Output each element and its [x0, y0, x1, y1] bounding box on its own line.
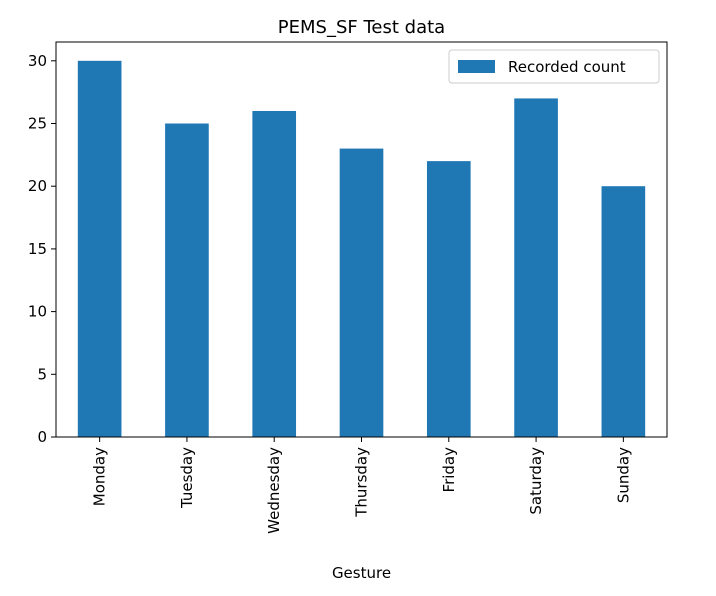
- x-tick-label: Saturday: [527, 447, 545, 515]
- x-axis-title: Gesture: [332, 564, 391, 582]
- x-tick-label: Tuesday: [178, 447, 196, 509]
- y-tick-label: 10: [28, 303, 47, 321]
- x-tick-label: Sunday: [614, 447, 632, 503]
- legend-label: Recorded count: [508, 58, 626, 76]
- bar-monday: [78, 61, 122, 437]
- y-tick-label: 0: [37, 428, 47, 446]
- bar-tuesday: [165, 124, 209, 437]
- bar-friday: [427, 161, 471, 437]
- legend: Recorded count: [449, 50, 659, 83]
- bar-wednesday: [252, 111, 296, 437]
- y-tick-label: 5: [37, 365, 47, 383]
- chart-title: PEMS_SF Test data: [278, 17, 445, 38]
- y-tick-label: 25: [28, 115, 47, 133]
- y-tick-label: 20: [28, 177, 47, 195]
- bar-thursday: [340, 149, 384, 437]
- legend-swatch: [458, 60, 495, 73]
- y-tick-label: 30: [28, 52, 47, 70]
- x-tick-label: Friday: [440, 447, 458, 493]
- bar-saturday: [514, 98, 558, 437]
- x-tick-label: Monday: [91, 447, 109, 506]
- y-tick-label: 15: [28, 240, 47, 258]
- bars-layer: [78, 61, 645, 437]
- x-tick-label: Wednesday: [265, 447, 283, 534]
- x-tick-label: Thursday: [353, 447, 371, 518]
- bar-sunday: [602, 186, 646, 437]
